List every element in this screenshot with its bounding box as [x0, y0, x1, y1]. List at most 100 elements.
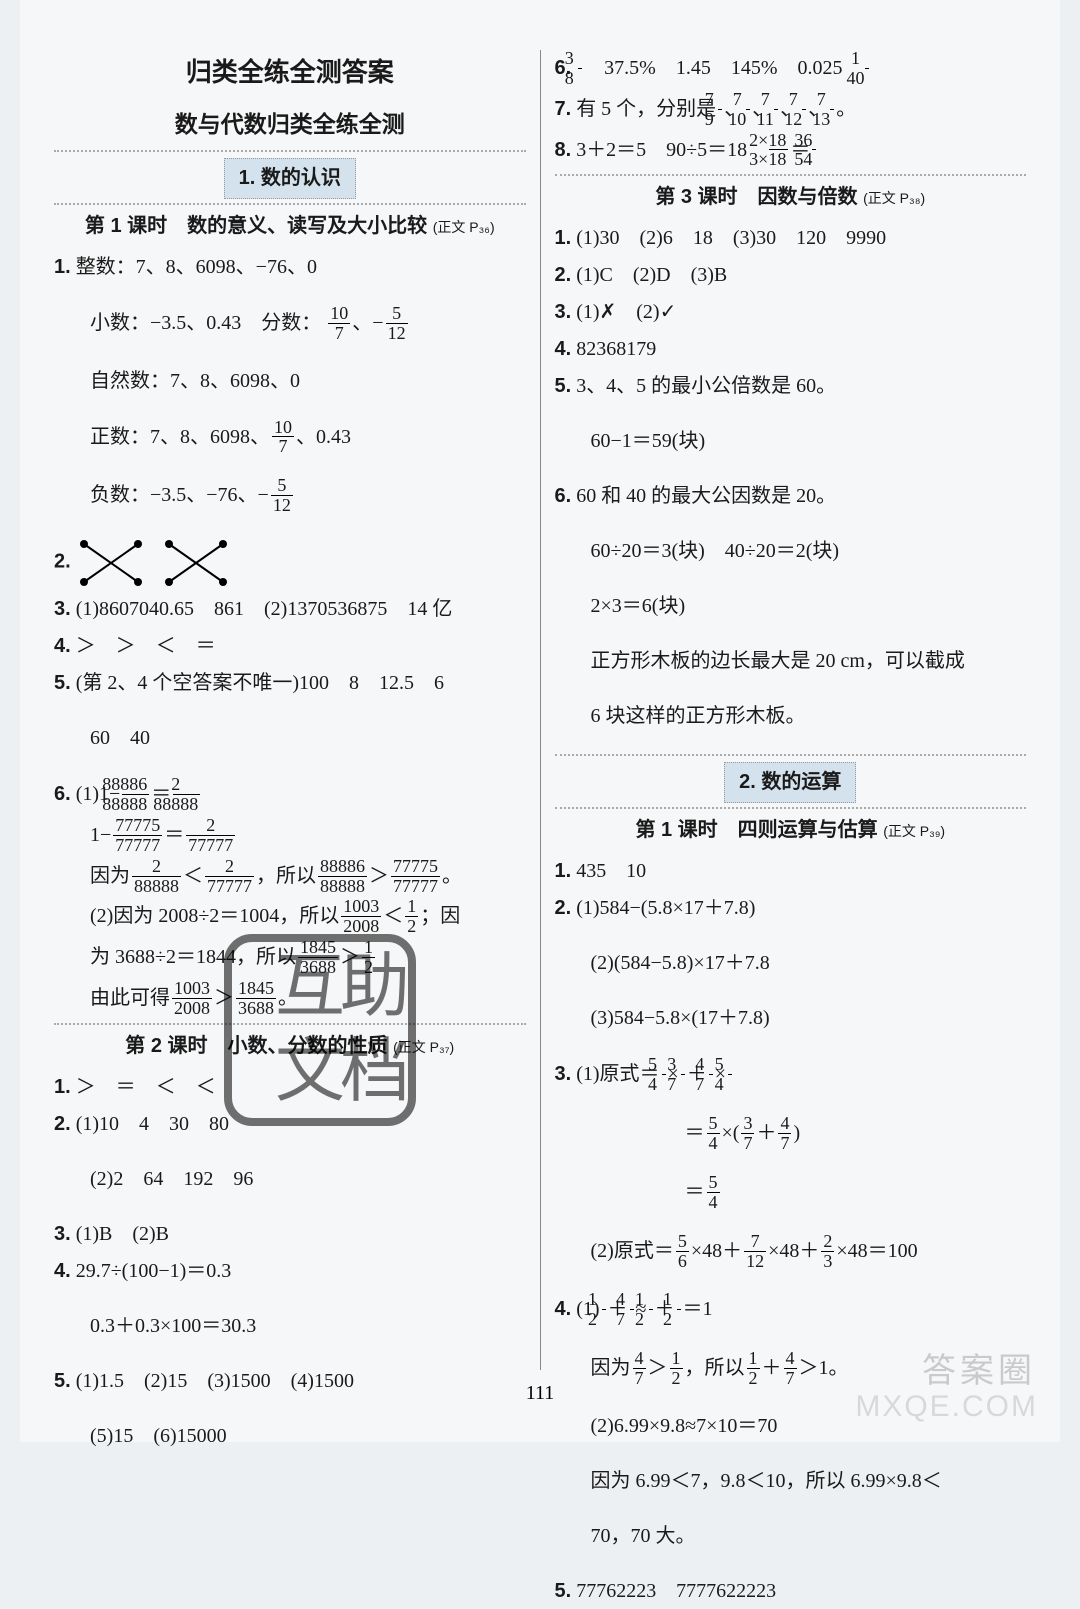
l3q6a: 6. 60 和 40 的最大公因数是 20。: [555, 479, 1027, 514]
page: 归类全练全测答案 数与代数归类全练全测 1. 数的认识 第 1 课时 数的意义、…: [20, 0, 1060, 1442]
t: (1)584−(5.8×17＋7.8): [576, 897, 755, 919]
frac-d: 7: [784, 1369, 797, 1388]
frac-n: 5: [386, 304, 408, 324]
frac-n: 5: [676, 1232, 689, 1252]
q5a: 5. (第 2、4 个空答案不唯一)100 8 12.5 6: [54, 666, 526, 701]
q1-e-pre: 负数：−3.5、−76、−: [90, 484, 269, 506]
fraction: 277777: [205, 857, 254, 896]
frac-n: 4: [630, 1290, 634, 1310]
frac-d: 10: [746, 110, 750, 129]
frac-n: 3: [681, 1055, 685, 1075]
fraction: 47: [778, 1114, 791, 1153]
frac-n: 2×18: [769, 131, 788, 151]
lesson-3-title: 第 3 课时 因数与倍数 (正文 P₃₈): [555, 180, 1027, 215]
t: ＝: [685, 1181, 705, 1203]
fraction: 12: [405, 897, 418, 936]
l3q6c: 2×3＝6(块): [555, 589, 1027, 624]
frac-d: 7: [633, 1369, 646, 1388]
r-q6: 6. 38 37.5% 1.45 145% 0.025 140: [555, 50, 1027, 89]
frac-n: 1003: [341, 897, 381, 917]
frac-d: 88888: [122, 795, 149, 814]
n: 2.: [555, 897, 572, 919]
frac-n: 5: [707, 1114, 720, 1134]
fraction-5-12b: 512: [271, 476, 293, 515]
q1-d-post: 、0.43: [296, 426, 351, 448]
t: (1)✗ (2)✓: [576, 301, 676, 323]
frac-n: 4: [784, 1349, 797, 1369]
frac-n: 1: [677, 1290, 681, 1310]
frac-n: 2: [205, 857, 254, 877]
l4q3-l3: ＝54: [555, 1174, 1027, 1213]
frac-d: 2: [362, 958, 375, 977]
sub-title: 数与代数归类全练全测: [54, 104, 526, 144]
t: 为 3688÷2＝1844，所以: [90, 946, 296, 968]
q5-num: 5.: [54, 672, 71, 694]
frac-n: 1: [405, 897, 418, 917]
lesson-4-title: 第 1 课时 四则运算与估算 (正文 P₃₉): [555, 813, 1027, 848]
frac-d: 4: [728, 1075, 732, 1094]
frac-d: 9: [718, 110, 722, 129]
fraction: 288888: [132, 857, 181, 896]
q4: 4. ＞ ＞ ＜ ＝: [54, 629, 526, 664]
q2: 2.: [54, 536, 526, 590]
fraction-10-7: 107: [328, 304, 350, 343]
frac-n: 10: [328, 304, 350, 324]
frac-d: 7: [328, 324, 350, 343]
frac-n: 5: [707, 1173, 720, 1193]
l4q1: 1. 435 10: [555, 854, 1027, 889]
frac-d: 2: [602, 1310, 606, 1329]
frac-n: 1845: [298, 938, 338, 958]
frac-d: 77777: [205, 877, 254, 896]
frac-d: 77777: [113, 836, 162, 855]
t: 3＋2＝5 90÷5＝18: [576, 139, 767, 161]
t: ): [793, 1122, 800, 1144]
frac-n: 1: [670, 1349, 683, 1369]
q3-text: (1)8607040.65 861 (2)1370536875 14 亿: [76, 598, 453, 620]
fraction: 54: [728, 1055, 732, 1094]
gt: ＞: [214, 987, 234, 1009]
frac-d: 4: [707, 1134, 720, 1153]
frac-n: 2: [132, 857, 181, 877]
frac-n: 2: [173, 775, 200, 795]
frac-d: 11: [774, 110, 778, 129]
lesson-4-text: 第 1 课时 四则运算与估算: [635, 819, 877, 841]
t: (1)B (2)B: [76, 1223, 169, 1245]
q6-l2-pre: 1−: [90, 824, 111, 846]
lt: ＜: [183, 865, 203, 887]
lesson-2-title: 第 2 课时 小数、分数的性质 (正文 P₃₇): [54, 1029, 526, 1064]
q4-text: ＞ ＞ ＜ ＝: [76, 635, 216, 657]
section-header-2: 2. 数的运算: [555, 762, 1027, 803]
fraction: 10032008: [341, 897, 381, 936]
fraction: 12: [747, 1349, 760, 1388]
fraction: 3654: [812, 131, 816, 170]
frac-d: 3688: [298, 958, 338, 977]
fraction: 37: [681, 1055, 685, 1094]
lt: ＜: [383, 905, 403, 927]
frac-n: 5: [728, 1055, 732, 1075]
frac-d: 12: [802, 110, 806, 129]
frac-d: 12: [271, 496, 293, 515]
l4q2c: (3)584−5.8×(17＋7.8): [555, 1001, 1027, 1036]
frac-n: 88886: [122, 775, 149, 795]
frac-n: 77775: [391, 857, 440, 877]
dotted-divider: [555, 754, 1027, 756]
n: 3.: [555, 301, 572, 323]
section-2-label: 2. 数的运算: [724, 762, 856, 803]
lesson-2-text: 第 2 课时 小数、分数的性质: [125, 1035, 387, 1057]
fraction: 47: [709, 1055, 713, 1094]
t: 3、4、5 的最小公倍数是 60。: [576, 375, 836, 397]
q1-line4: 正数：7、8、6098、107、0.43: [54, 419, 526, 458]
t: 有 5 个，分别是: [576, 98, 716, 120]
frac-n: 4: [778, 1114, 791, 1134]
t: 435 10: [576, 860, 646, 882]
q5b: 60 40: [54, 721, 526, 756]
fraction: 12: [677, 1290, 681, 1329]
frac-d: 12: [386, 324, 408, 343]
l2q5a: 5. (1)1.5 (2)15 (3)1500 (4)1500: [54, 1364, 526, 1399]
l2q5b: (5)15 (6)15000: [54, 1419, 526, 1454]
fraction: 79: [718, 90, 722, 129]
l3q5a: 5. 3、4、5 的最小公倍数是 60。: [555, 369, 1027, 404]
fraction: 18453688: [236, 979, 276, 1018]
lesson-1-ref: (正文 P₃₆): [433, 219, 495, 235]
fraction: 710: [746, 90, 750, 129]
